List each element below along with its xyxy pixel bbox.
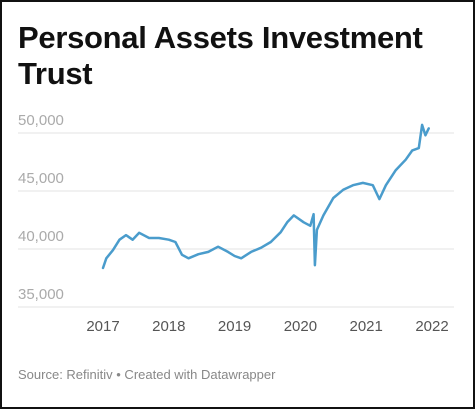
x-tick-label: 2017 <box>86 318 119 335</box>
x-tick-label: 2021 <box>350 318 383 335</box>
y-tick-label: 45,000 <box>18 170 64 187</box>
y-tick-label: 50,000 <box>18 112 64 129</box>
y-tick-label: 40,000 <box>18 228 64 245</box>
x-tick-label: 2019 <box>218 318 251 335</box>
y-tick-label: 35,000 <box>18 286 64 303</box>
x-tick-label: 2018 <box>152 318 185 335</box>
x-tick-label: 2022 <box>415 318 448 335</box>
source-note: Source: Refinitiv • Created with Datawra… <box>18 367 276 382</box>
data-line <box>101 123 430 270</box>
x-tick-label: 2020 <box>284 318 317 335</box>
chart-title: Personal Assets Investment Trust <box>18 20 423 91</box>
